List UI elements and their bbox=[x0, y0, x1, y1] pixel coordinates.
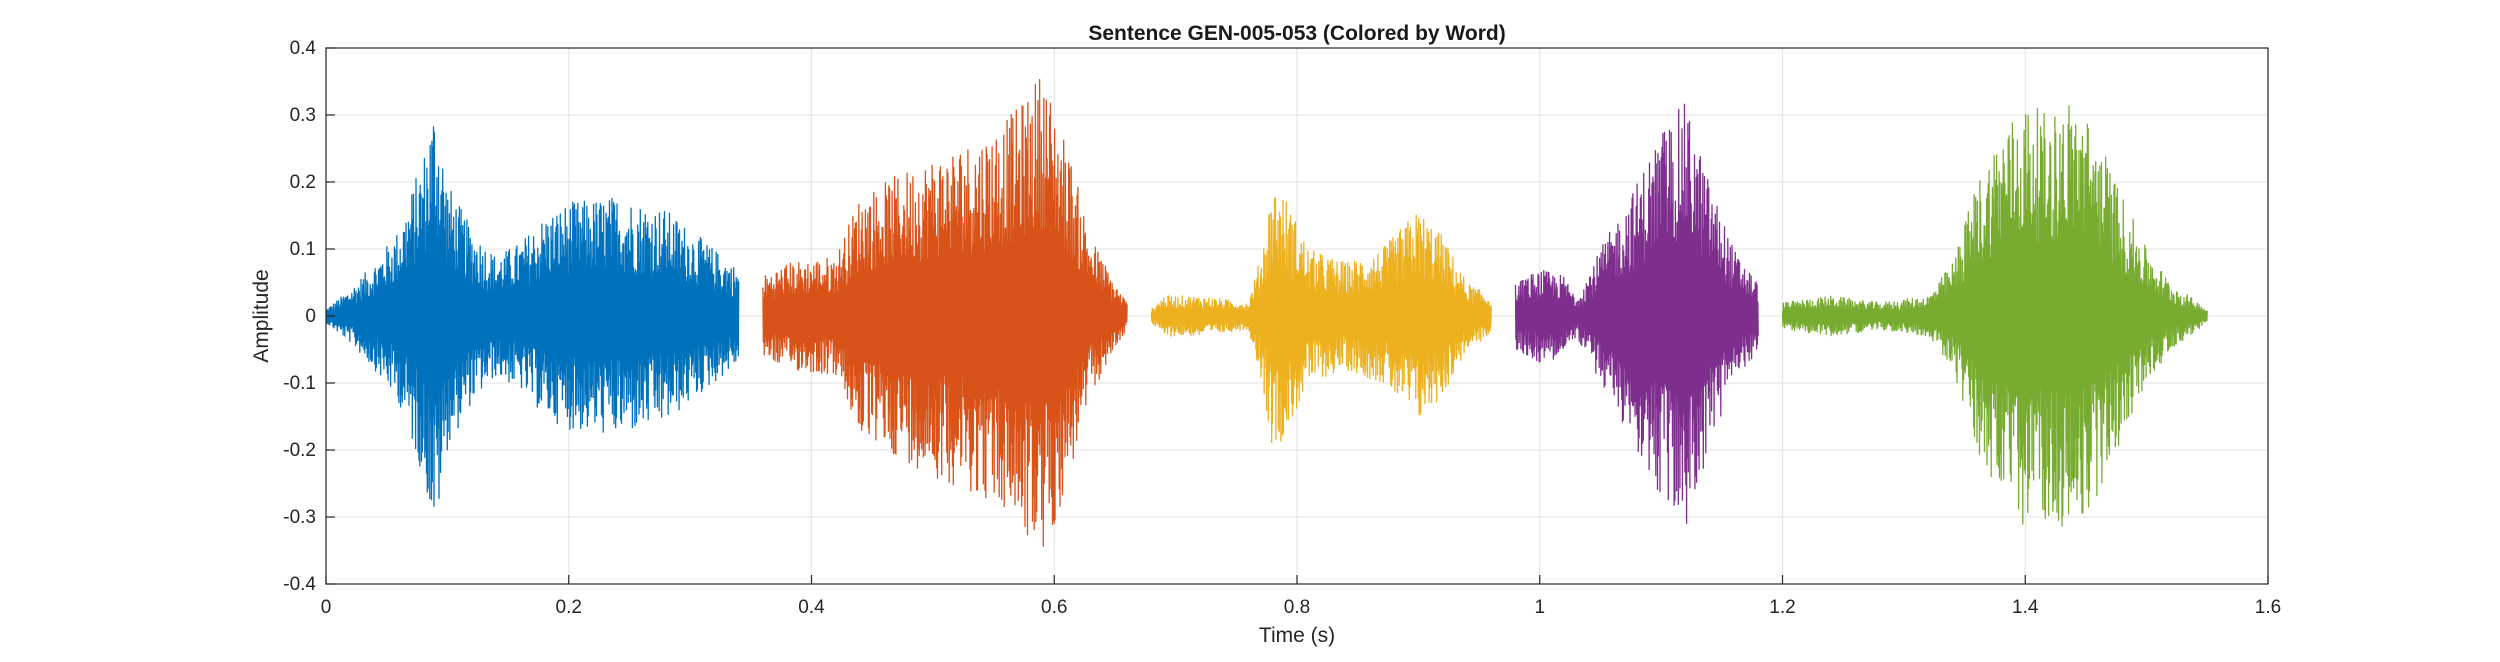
axis-ticks: 0 0.2 0.4 0.6 0.8 1 1.2 1.4 1.6 -0.4 -0.3 -0.2 -0.1 0… bbox=[283, 38, 2281, 618]
y-tick-label: 0.1 bbox=[290, 239, 316, 260]
y-tick-label: 0.4 bbox=[290, 38, 317, 59]
x-tick-label: 0 bbox=[321, 597, 332, 618]
waveform-segment-1 bbox=[325, 126, 740, 507]
x-tick-label: 1.2 bbox=[1769, 597, 1795, 618]
y-axis-label: Amplitude bbox=[250, 269, 273, 362]
x-tick-label: 1.6 bbox=[2255, 597, 2281, 618]
waveform-series bbox=[325, 78, 2208, 547]
chart-title: Sentence GEN-005-053 (Colored by Word) bbox=[1088, 22, 1505, 45]
waveform-segment-4 bbox=[1514, 103, 1759, 524]
x-tick-label: 1.4 bbox=[2012, 597, 2039, 618]
waveform-segment-2 bbox=[762, 78, 1128, 547]
y-tick-label: 0.2 bbox=[290, 172, 316, 193]
y-tick-label: -0.4 bbox=[283, 574, 316, 595]
y-tick-label: 0.3 bbox=[290, 105, 316, 126]
y-tick-label: -0.3 bbox=[283, 507, 316, 528]
x-axis-label: Time (s) bbox=[1259, 624, 1335, 647]
x-tick-label: 0.8 bbox=[1284, 597, 1310, 618]
waveform-segment-3 bbox=[1150, 197, 1492, 444]
x-tick-label: 0.2 bbox=[556, 597, 582, 618]
waveform-segment-5 bbox=[1781, 105, 2208, 527]
x-tick-label: 0.6 bbox=[1041, 597, 1067, 618]
x-tick-label: 0.4 bbox=[798, 597, 825, 618]
y-tick-label: 0 bbox=[305, 306, 316, 327]
y-tick-label: -0.1 bbox=[283, 373, 316, 394]
y-tick-label: -0.2 bbox=[283, 440, 316, 461]
x-tick-label: 1 bbox=[1534, 597, 1545, 618]
